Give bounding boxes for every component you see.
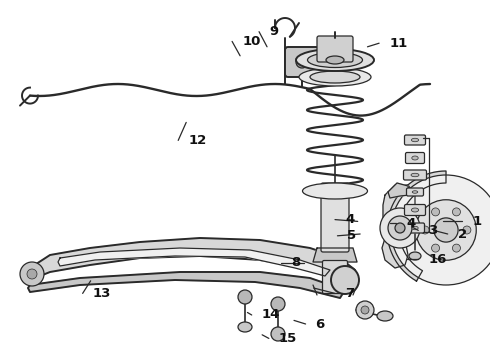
Text: 11: 11 <box>389 37 407 50</box>
Polygon shape <box>28 272 345 298</box>
Text: 15: 15 <box>279 332 297 345</box>
FancyBboxPatch shape <box>403 170 426 180</box>
Ellipse shape <box>326 56 344 64</box>
Circle shape <box>27 269 37 279</box>
Circle shape <box>271 297 285 311</box>
FancyBboxPatch shape <box>405 204 425 216</box>
Text: 7: 7 <box>345 287 354 300</box>
Text: 6: 6 <box>316 318 325 330</box>
FancyBboxPatch shape <box>322 261 347 293</box>
Ellipse shape <box>412 226 418 230</box>
Polygon shape <box>382 185 415 268</box>
Ellipse shape <box>238 322 252 332</box>
Ellipse shape <box>377 311 393 321</box>
Circle shape <box>416 200 476 260</box>
Text: 2: 2 <box>458 228 467 240</box>
Ellipse shape <box>296 49 374 71</box>
Circle shape <box>432 244 440 252</box>
Circle shape <box>463 226 471 234</box>
Circle shape <box>434 218 458 242</box>
FancyBboxPatch shape <box>317 36 353 62</box>
Text: 14: 14 <box>262 309 280 321</box>
FancyBboxPatch shape <box>406 223 424 233</box>
FancyBboxPatch shape <box>405 135 425 145</box>
Ellipse shape <box>412 191 418 193</box>
Ellipse shape <box>299 68 371 86</box>
Text: 5: 5 <box>347 229 357 242</box>
Ellipse shape <box>412 156 418 160</box>
Ellipse shape <box>310 71 360 83</box>
Polygon shape <box>388 183 410 198</box>
Text: 4: 4 <box>406 217 416 230</box>
Circle shape <box>271 327 285 341</box>
Ellipse shape <box>412 208 418 212</box>
Circle shape <box>331 266 359 294</box>
Circle shape <box>238 290 252 304</box>
Ellipse shape <box>412 138 418 142</box>
Ellipse shape <box>411 173 419 177</box>
Text: 1: 1 <box>472 215 482 228</box>
FancyBboxPatch shape <box>285 47 319 77</box>
Ellipse shape <box>308 53 363 68</box>
Text: 4: 4 <box>345 213 354 226</box>
Circle shape <box>432 208 440 216</box>
Circle shape <box>388 216 412 240</box>
Circle shape <box>452 208 461 216</box>
FancyBboxPatch shape <box>406 153 424 163</box>
Text: 16: 16 <box>428 253 447 266</box>
Text: 10: 10 <box>242 35 261 48</box>
Circle shape <box>20 262 44 286</box>
Circle shape <box>421 226 429 234</box>
FancyBboxPatch shape <box>321 183 349 252</box>
Circle shape <box>356 301 374 319</box>
Circle shape <box>296 56 308 68</box>
Text: 13: 13 <box>93 287 111 300</box>
Text: 9: 9 <box>269 25 278 38</box>
Polygon shape <box>25 238 355 282</box>
Circle shape <box>380 208 420 248</box>
Ellipse shape <box>409 252 421 260</box>
Text: 12: 12 <box>188 134 206 147</box>
Polygon shape <box>387 171 446 281</box>
Polygon shape <box>313 248 357 262</box>
Polygon shape <box>58 248 330 276</box>
Text: 3: 3 <box>428 224 438 237</box>
Ellipse shape <box>302 183 368 199</box>
Circle shape <box>395 223 405 233</box>
Text: 8: 8 <box>291 256 300 269</box>
FancyBboxPatch shape <box>407 188 423 196</box>
Circle shape <box>452 244 461 252</box>
Circle shape <box>361 306 369 314</box>
Circle shape <box>391 175 490 285</box>
